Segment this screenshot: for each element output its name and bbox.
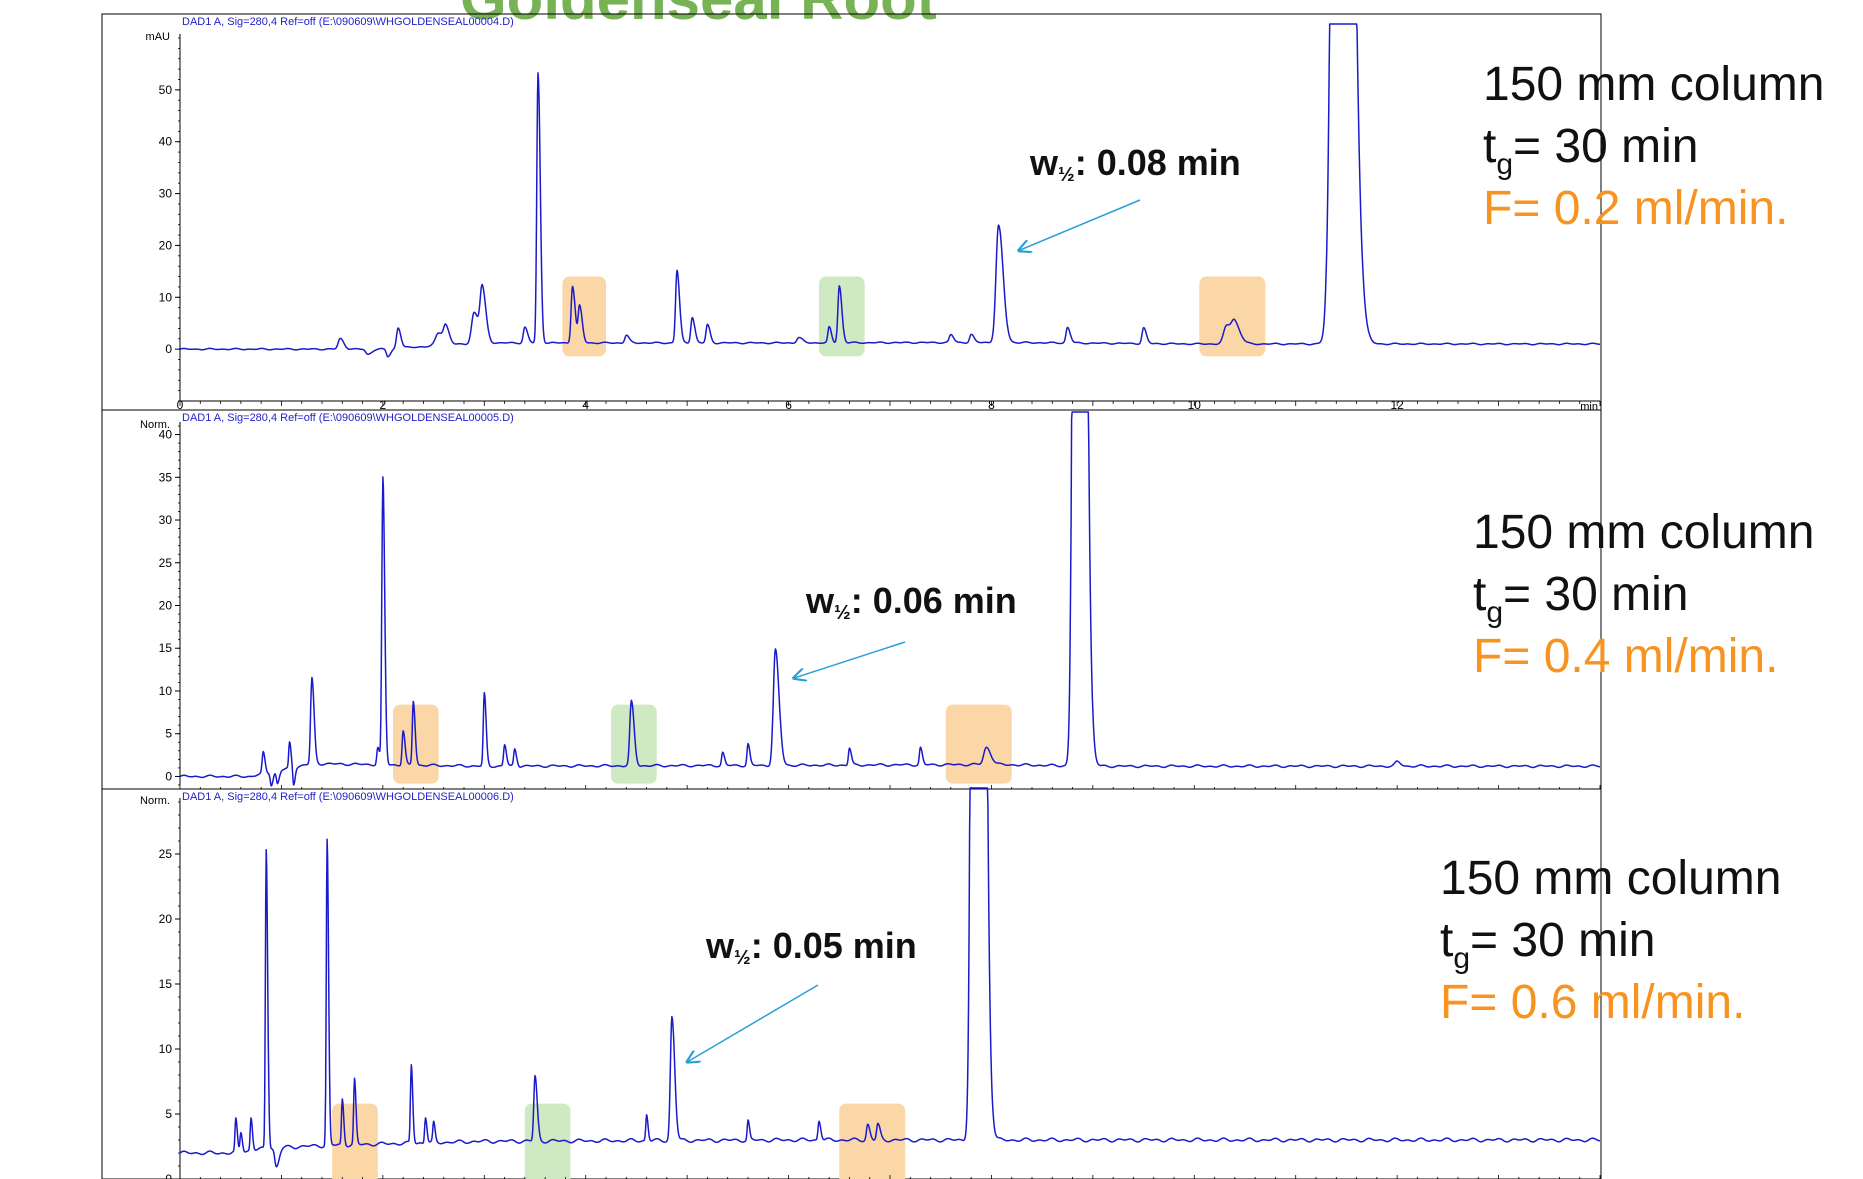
annotation-w: w bbox=[705, 925, 735, 966]
y-axis-label: Norm. bbox=[140, 419, 170, 431]
annotation-half-subscript: ½ bbox=[1058, 164, 1075, 186]
annotation-half-subscript: ½ bbox=[834, 602, 851, 624]
highlight-box-orange bbox=[1199, 276, 1266, 357]
highlight-box-orange bbox=[562, 276, 606, 357]
annotation-value: : 0.06 min bbox=[851, 580, 1017, 621]
y-tick-label: 30 bbox=[159, 513, 173, 527]
peak-width-annotation: w½: 0.06 min bbox=[805, 580, 1017, 624]
annotation-arrow bbox=[687, 984, 819, 1062]
conditions-block-3: 150 mm column tg= 30 min F= 0.6 ml/min. bbox=[1440, 848, 1781, 1034]
annotation-half-subscript: ½ bbox=[734, 947, 751, 969]
y-tick-label: 30 bbox=[159, 187, 173, 201]
annotation-w: w bbox=[805, 580, 835, 621]
conditions-block-2: 150 mm column tg= 30 min F= 0.4 ml/min. bbox=[1473, 502, 1814, 688]
x-tick-label: 8 bbox=[988, 398, 995, 412]
annotation-arrow bbox=[1019, 199, 1141, 251]
chromatogram-panel-3: 0 5 10 15 20 25 Norm. DAD1 A, Sig=280,4 Ref=off… bbox=[101, 787, 1602, 1179]
chromatogram-trace bbox=[179, 411, 1601, 787]
column-length-label: 150 mm column bbox=[1483, 58, 1825, 111]
conditions-block-1: 150 mm column tg= 30 min F= 0.2 ml/min. bbox=[1483, 54, 1824, 240]
y-tick-label: 20 bbox=[159, 912, 173, 926]
x-tick-label: 0 bbox=[177, 398, 184, 412]
annotation-value: : 0.05 min bbox=[751, 925, 917, 966]
highlight-box-orange bbox=[332, 1103, 378, 1179]
chromatogram-trace bbox=[179, 787, 1601, 1168]
chart-title: DAD1 A, Sig=280,4 Ref=off (E:\090609\WHG… bbox=[182, 16, 514, 28]
x-tick-label: 10 bbox=[1188, 398, 1202, 412]
gradient-time-label: tg= 30 min bbox=[1440, 914, 1656, 975]
y-tick-label: 0 bbox=[165, 1172, 172, 1179]
x-tick-label: 2 bbox=[380, 398, 387, 412]
y-tick-label: 20 bbox=[159, 599, 173, 613]
chart-title: DAD1 A, Sig=280,4 Ref=off (E:\090609\WHG… bbox=[182, 412, 514, 424]
column-length-label: 150 mm column bbox=[1473, 506, 1815, 559]
slide-title: Goldenseal Root bbox=[460, 0, 937, 33]
x-axis-label: min bbox=[1580, 401, 1598, 413]
chart-title: DAD1 A, Sig=280,4 Ref=off (E:\090609\WHG… bbox=[182, 791, 514, 803]
y-tick-label: 5 bbox=[165, 727, 172, 741]
peak-width-annotation: w½: 0.05 min bbox=[705, 925, 917, 969]
y-tick-label: 40 bbox=[159, 428, 173, 442]
y-tick-label: 25 bbox=[159, 847, 173, 861]
flow-rate-label: F= 0.2 ml/min. bbox=[1483, 182, 1789, 235]
x-tick-label: 12 bbox=[1390, 398, 1404, 412]
highlight-box-orange bbox=[945, 704, 1012, 784]
y-tick-label: 10 bbox=[159, 1042, 173, 1056]
y-tick-label: 10 bbox=[159, 290, 173, 304]
y-tick-label: 10 bbox=[159, 684, 173, 698]
y-tick-label: 15 bbox=[159, 977, 173, 991]
annotation-arrow bbox=[794, 641, 906, 678]
flow-rate-label: F= 0.4 ml/min. bbox=[1473, 630, 1779, 683]
y-axis-label: mAU bbox=[146, 31, 171, 43]
peak-width-annotation: w½: 0.08 min bbox=[1029, 142, 1241, 186]
highlight-box-orange bbox=[839, 1103, 906, 1179]
x-tick-label: 4 bbox=[582, 398, 589, 412]
y-tick-label: 20 bbox=[159, 238, 173, 252]
y-tick-label: 50 bbox=[159, 83, 173, 97]
annotation-w: w bbox=[1029, 142, 1059, 183]
y-tick-label: 0 bbox=[165, 342, 172, 356]
y-tick-label: 35 bbox=[159, 470, 173, 484]
flow-rate-label: F= 0.6 ml/min. bbox=[1440, 976, 1746, 1029]
gradient-time-label: tg= 30 min bbox=[1483, 120, 1699, 181]
y-tick-label: 40 bbox=[159, 135, 173, 149]
y-tick-label: 0 bbox=[165, 769, 172, 783]
annotation-value: : 0.08 min bbox=[1075, 142, 1241, 183]
gradient-time-label: tg= 30 min bbox=[1473, 568, 1689, 629]
chromatogram-trace bbox=[179, 23, 1601, 358]
y-tick-label: 25 bbox=[159, 556, 173, 570]
column-length-label: 150 mm column bbox=[1440, 852, 1782, 905]
x-tick-label: 6 bbox=[785, 398, 792, 412]
panel-frame bbox=[101, 788, 1602, 1179]
y-axis-label: Norm. bbox=[140, 795, 170, 807]
highlight-box-green bbox=[611, 704, 657, 784]
y-tick-label: 5 bbox=[165, 1107, 172, 1121]
y-tick-label: 15 bbox=[159, 641, 173, 655]
